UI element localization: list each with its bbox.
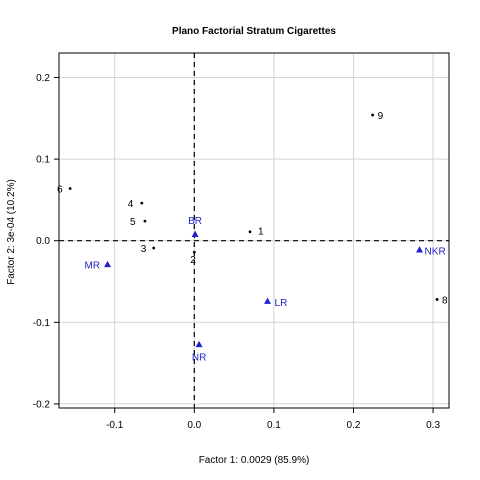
x-axis-label: Factor 1: 0.0029 (85.9%) <box>199 455 310 466</box>
point-label-9: 9 <box>378 111 384 122</box>
grid <box>59 53 449 408</box>
point-label-2: 2 <box>190 255 196 266</box>
y-tick-label-2: 0.0 <box>36 236 50 247</box>
y-tick-label-4: 0.2 <box>36 73 50 84</box>
point-label-1: 1 <box>258 227 264 238</box>
data-points: 1 2 3 4 5 6 8 9 BR MR LR NR NKR <box>57 111 448 363</box>
point-label-3: 3 <box>141 244 147 255</box>
point-label-BR: BR <box>188 216 202 227</box>
point-4 <box>140 201 144 205</box>
y-axis: -0.2 -0.1 0.0 0.1 0.2 <box>33 73 59 410</box>
y-axis-label: Factor 2: 3e-04 (10.2%) <box>6 179 17 285</box>
plot-frame <box>58 52 450 409</box>
reference-lines <box>59 53 449 408</box>
point-label-MR: MR <box>85 260 101 271</box>
point-1 <box>248 230 252 234</box>
x-tick-label-4: 0.3 <box>426 420 440 431</box>
point-label-5: 5 <box>130 217 136 228</box>
point-label-LR: LR <box>275 298 288 309</box>
chart-title: Plano Factorial Stratum Cigarettes <box>172 26 336 37</box>
point-label-NKR: NKR <box>425 247 446 258</box>
point-NR <box>195 340 203 348</box>
x-axis: -0.1 0.0 0.1 0.2 0.3 <box>106 408 440 431</box>
x-tick-label-0: -0.1 <box>106 420 124 431</box>
point-6 <box>68 187 72 190</box>
point-2 <box>192 250 196 254</box>
point-8 <box>435 298 439 301</box>
point-label-6: 6 <box>57 184 63 195</box>
point-NKR <box>416 246 424 253</box>
point-label-8: 8 <box>442 295 448 306</box>
point-MR <box>104 260 112 268</box>
point-LR <box>264 297 272 304</box>
point-5 <box>143 219 147 223</box>
point-label-NR: NR <box>192 352 206 363</box>
y-tick-label-3: 0.1 <box>36 155 50 166</box>
y-tick-label-0: -0.2 <box>33 399 51 410</box>
x-tick-label-3: 0.2 <box>347 420 361 431</box>
y-tick-label-1: -0.1 <box>33 318 51 329</box>
point-9 <box>371 113 374 117</box>
point-3 <box>152 246 156 250</box>
x-tick-label-2: 0.1 <box>267 420 281 431</box>
x-tick-label-1: 0.0 <box>187 420 201 431</box>
point-label-4: 4 <box>128 199 134 210</box>
point-BR <box>191 230 199 237</box>
